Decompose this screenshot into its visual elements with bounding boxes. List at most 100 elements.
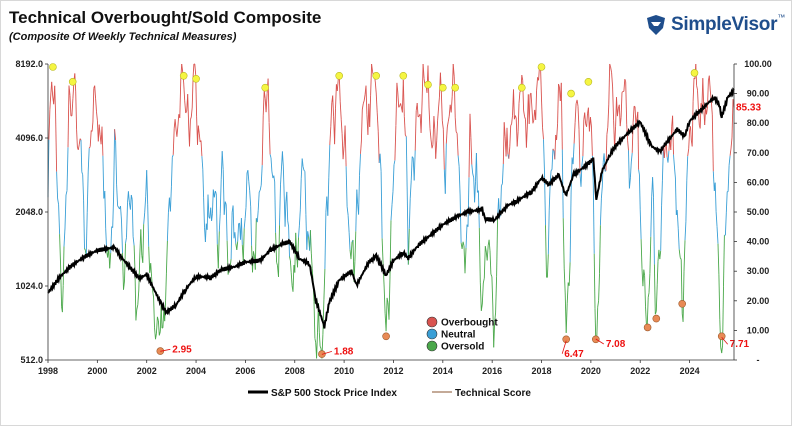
technical-score-segment [66, 147, 69, 191]
technical-score-segment [346, 206, 349, 216]
technical-score-segment [57, 198, 60, 205]
technical-score-segment [453, 76, 456, 118]
marker-layer: 2.95 1.88 6.47 7.08 7.71 85.33 [49, 63, 761, 360]
technical-score-segment [655, 284, 658, 312]
technical-score-segment [361, 103, 364, 110]
technical-score-segment [556, 123, 559, 141]
technical-score-segment [259, 185, 262, 191]
technical-score-segment [500, 183, 503, 186]
technical-score-segment [314, 338, 317, 343]
technical-score-segment [486, 245, 489, 261]
technical-score-segment [49, 94, 52, 110]
technical-score-segment [323, 268, 326, 300]
technical-score-segment [295, 232, 298, 253]
right-tick-label: 20.00 [747, 296, 770, 306]
overbought-marker [49, 63, 57, 71]
technical-score-segment [219, 179, 222, 214]
left-tick-label: 4096.0 [15, 133, 43, 143]
technical-score-segment [63, 227, 66, 247]
overbought-marker [179, 72, 188, 80]
technical-score-segment [586, 113, 588, 127]
technical-score-segment [213, 190, 216, 198]
technical-score-segment [322, 299, 325, 335]
right-tick-label: 70.00 [747, 148, 770, 158]
x-tick-label: 2006 [235, 366, 255, 376]
technical-score-segment [632, 106, 635, 123]
technical-score-segment [310, 253, 313, 269]
technical-score-segment [646, 297, 649, 325]
technical-score-segment [644, 275, 646, 307]
technical-score-segment [592, 184, 595, 254]
x-tick-label: 2004 [186, 366, 206, 376]
technical-score-segment [289, 260, 292, 273]
technical-score-segment [243, 218, 246, 229]
technical-score-segment [157, 320, 160, 336]
technical-score-segment [729, 148, 732, 156]
technical-score-segment [484, 246, 487, 253]
technical-score-segment [71, 98, 74, 116]
technical-score-segment [643, 269, 646, 276]
technical-score-segment [674, 167, 676, 179]
technical-score-segment [628, 150, 630, 189]
technical-score-segment [589, 117, 592, 127]
technical-score-segment [563, 268, 566, 294]
technical-score-segment [176, 126, 179, 137]
technical-score-segment [404, 134, 407, 137]
technical-score-segment [211, 189, 214, 214]
technical-score-segment [605, 134, 608, 171]
technical-score-segment [606, 127, 609, 135]
technical-score-segment [313, 301, 316, 339]
technical-score-segment [469, 113, 472, 138]
technical-score-segment [625, 81, 628, 125]
technical-score-segment [647, 292, 650, 298]
technical-score-segment [340, 119, 343, 134]
brand-name: SimpleVisor [671, 14, 778, 35]
technical-score-segment [462, 241, 465, 246]
technical-score-segment [421, 63, 424, 102]
technical-score-segment [165, 240, 168, 274]
sp500-line [47, 87, 735, 329]
oversold-marker [643, 323, 652, 332]
technical-score-segment [604, 170, 607, 172]
technical-score-segment [685, 180, 688, 222]
technical-score-segment [531, 108, 534, 124]
technical-score-segment [271, 171, 274, 179]
technical-score-segment [706, 106, 708, 115]
technical-score-segment [116, 184, 119, 206]
technical-score-segment [91, 122, 94, 132]
technical-score-segment [552, 148, 555, 151]
technical-score-segment [112, 196, 115, 228]
technical-score-segment [143, 212, 146, 225]
technical-score-segment [516, 131, 519, 147]
technical-score-segment [287, 220, 290, 227]
technical-score-segment [441, 120, 444, 130]
technical-score-segment [440, 90, 443, 121]
technical-score-segment [247, 170, 250, 182]
x-tick-label: 2008 [285, 366, 305, 376]
technical-score-segment [710, 100, 713, 115]
technical-score-segment [464, 247, 467, 274]
technical-score-segment [290, 272, 293, 286]
technical-score-segment [513, 89, 515, 120]
technical-score-segment [558, 83, 560, 88]
technical-score-segment [400, 103, 402, 108]
technical-score-segment [723, 235, 725, 287]
technical-score-segment [515, 117, 518, 147]
x-tick-label: 2022 [630, 366, 650, 376]
technical-score-segment [224, 201, 227, 205]
technical-score-segment [125, 237, 127, 244]
technical-score-segment [568, 262, 571, 286]
x-tick-label: 2020 [581, 366, 601, 376]
technical-score-segment [442, 129, 445, 170]
technical-score-segment [621, 91, 624, 93]
technical-score-segment [377, 131, 380, 163]
technical-score-segment [530, 92, 533, 110]
technical-score-segment [678, 249, 681, 258]
technical-score-segment [270, 157, 273, 172]
technical-score-segment [269, 154, 272, 159]
technical-score-segment [115, 140, 118, 185]
technical-score-series [47, 63, 735, 359]
technical-score-segment [263, 90, 266, 99]
technical-score-segment [405, 136, 408, 199]
technical-score-segment [58, 204, 61, 235]
